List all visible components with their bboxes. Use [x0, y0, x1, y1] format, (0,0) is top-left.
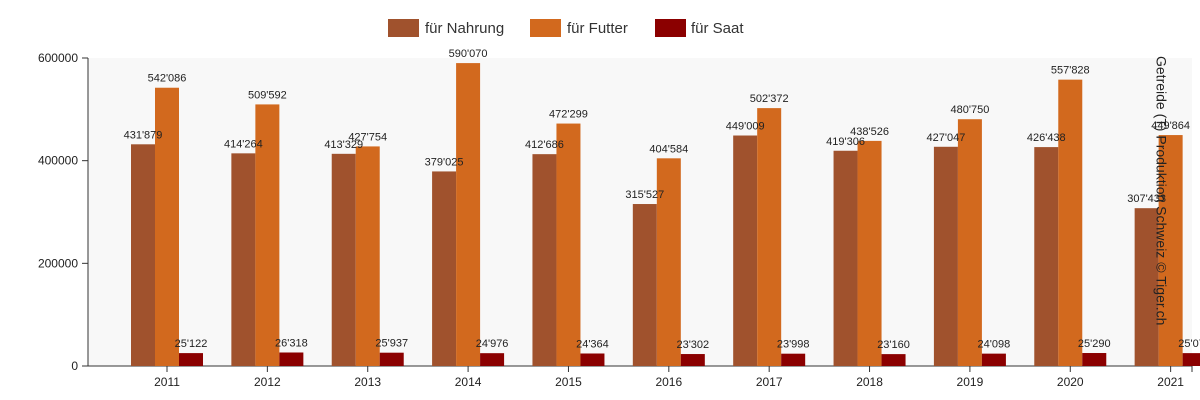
- bar: [279, 352, 304, 366]
- data-label: 25'077: [1178, 338, 1200, 350]
- y-tick-label: 200000: [38, 256, 78, 270]
- bar: [556, 123, 581, 366]
- data-labels: 431'879 542'086 25'122 414'264 509'592 26'318…: [124, 48, 1200, 351]
- x-tick-label: 2018: [856, 375, 883, 389]
- data-label: 414'264: [224, 138, 263, 150]
- bar: [656, 158, 681, 366]
- legend-label: für Saat: [691, 20, 744, 37]
- x-tick-label: 2011: [154, 375, 180, 389]
- data-label: 26'318: [275, 337, 308, 349]
- bar: [733, 135, 758, 366]
- bar: [355, 146, 380, 366]
- bar: [179, 353, 203, 366]
- data-label: 542'086: [148, 73, 187, 85]
- bar: [981, 353, 1006, 366]
- bar: [1158, 135, 1183, 366]
- data-label: 427'047: [927, 132, 966, 144]
- bar: [933, 146, 958, 366]
- bar: [255, 104, 280, 367]
- data-label: 25'290: [1078, 338, 1111, 350]
- legend-label: für Nahrung: [425, 20, 504, 37]
- data-label: 412'686: [525, 139, 564, 151]
- bar: [1134, 208, 1159, 366]
- bar: [379, 352, 404, 366]
- data-label: 25'937: [375, 338, 408, 350]
- data-label: 426'438: [1027, 132, 1066, 144]
- data-label: 449'009: [726, 121, 765, 133]
- bar: [857, 140, 882, 366]
- data-label: 24'098: [978, 339, 1011, 351]
- bar: [456, 63, 481, 366]
- data-label: 438'526: [850, 126, 889, 138]
- data-label: 431'879: [124, 129, 163, 141]
- bar: [231, 153, 256, 366]
- y-tick-label: 600000: [38, 51, 78, 65]
- data-label: 25'122: [175, 338, 208, 350]
- x-tick-label: 2017: [756, 375, 783, 389]
- bar: [680, 354, 705, 366]
- bar: [331, 153, 356, 366]
- data-label: 509'592: [248, 89, 287, 101]
- bars: [131, 63, 1200, 367]
- bar: [1034, 147, 1059, 366]
- data-label: 24'364: [576, 338, 609, 350]
- data-label: 427'754: [348, 131, 387, 143]
- y-tick-label: 0: [71, 359, 78, 373]
- side-label: Getreide (T) Produktion Schweiz © Tiger.…: [1153, 56, 1169, 325]
- x-tick-label: 2016: [655, 375, 682, 389]
- legend-label: für Futter: [567, 20, 628, 37]
- data-label: 23'302: [676, 339, 709, 351]
- bar: [1082, 353, 1107, 366]
- data-label: 472'299: [549, 109, 588, 121]
- data-label: 307'433: [1127, 193, 1166, 205]
- data-label: 557'828: [1051, 65, 1090, 77]
- data-label: 23'998: [777, 339, 810, 351]
- x-tick-label: 2021: [1157, 375, 1184, 389]
- data-label: 502'372: [750, 93, 789, 105]
- legend-swatch: [655, 19, 686, 37]
- bar: [131, 144, 155, 366]
- bar: [532, 154, 557, 366]
- x-tick-label: 2020: [1057, 375, 1084, 389]
- data-label: 23'160: [877, 339, 910, 351]
- bar: [432, 171, 457, 366]
- bar: [1058, 79, 1083, 367]
- bar: [957, 119, 982, 366]
- data-label: 24'976: [476, 338, 509, 350]
- legend-swatch: [388, 19, 419, 37]
- data-label: 449'864: [1151, 120, 1190, 132]
- x-tick-label: 2019: [957, 375, 984, 389]
- bar: [632, 204, 657, 366]
- x-tick-label: 2014: [455, 375, 482, 389]
- x-tick-label: 2015: [555, 375, 582, 389]
- bar: [580, 353, 605, 366]
- data-label: 590'070: [449, 48, 488, 60]
- x-tick-label: 2013: [354, 375, 381, 389]
- data-label: 419'306: [826, 136, 865, 148]
- bar: [1182, 353, 1200, 366]
- bar: [480, 353, 505, 366]
- bar: [757, 108, 782, 366]
- bar: [781, 353, 806, 366]
- data-label: 315'527: [625, 189, 664, 201]
- data-label: 379'025: [425, 156, 464, 168]
- data-label: 404'584: [649, 143, 688, 155]
- y-tick-label: 400000: [38, 154, 78, 168]
- data-label: 413'329: [324, 139, 363, 151]
- x-tick-label: 2012: [254, 375, 281, 389]
- legend: für Nahrung für Futter für Saat: [388, 19, 744, 37]
- bar: [833, 150, 858, 366]
- data-label: 480'750: [951, 104, 990, 116]
- legend-swatch: [530, 19, 561, 37]
- bar: [881, 354, 906, 366]
- bar: [155, 87, 179, 366]
